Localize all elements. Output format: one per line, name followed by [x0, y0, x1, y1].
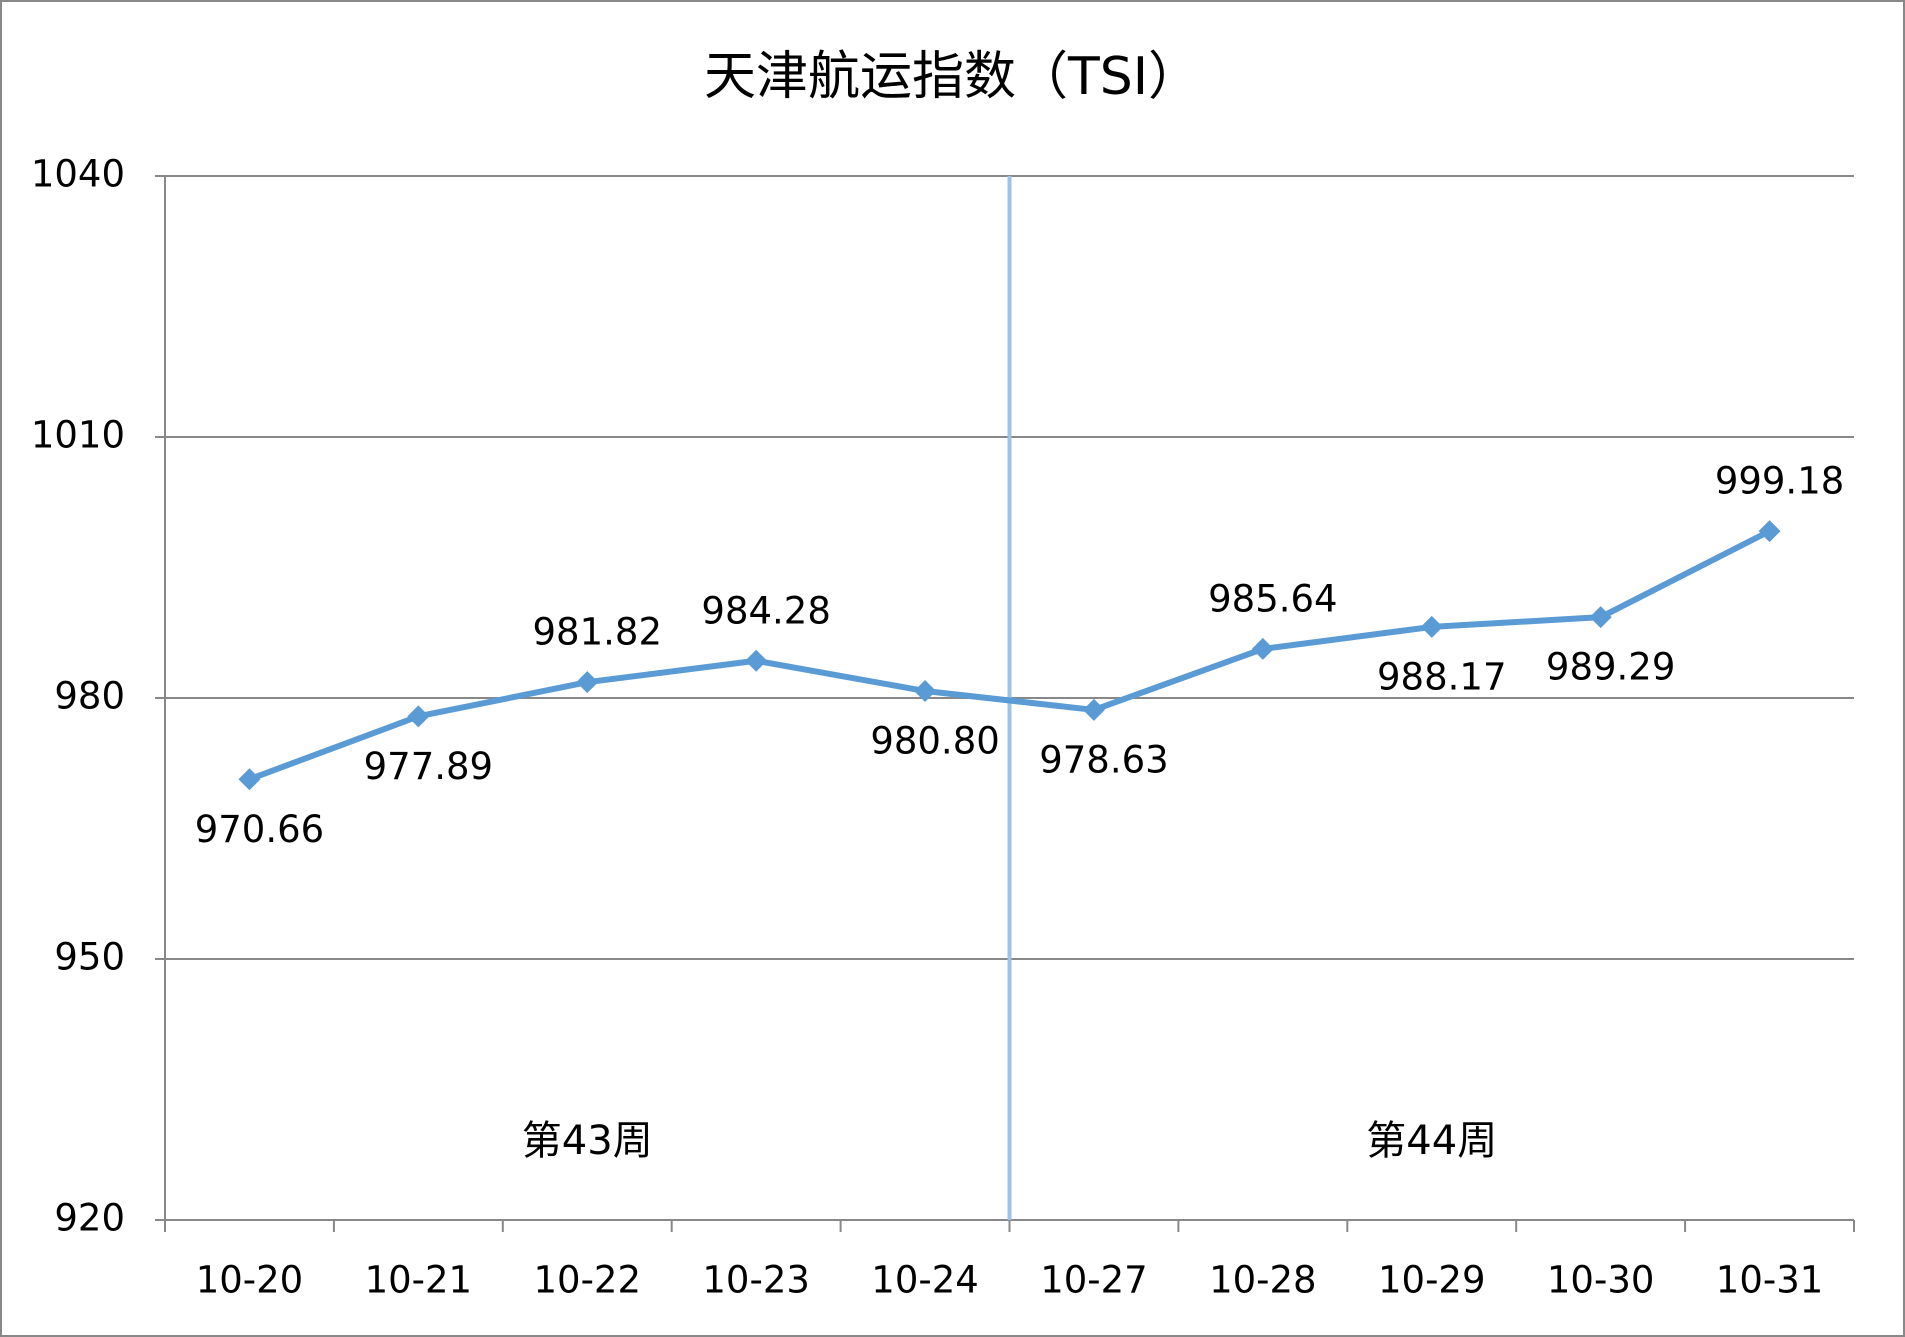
data-point: [1251, 637, 1274, 660]
data-point: [1420, 615, 1443, 638]
data-point: [914, 680, 937, 703]
data-point: [576, 671, 599, 694]
series-line: [248, 528, 1771, 783]
y-tick-label: 950: [54, 936, 125, 979]
data-label: 984.28: [701, 589, 830, 632]
x-tick-label: 10-21: [365, 1259, 473, 1302]
data-label: 970.66: [195, 808, 324, 851]
y-tick-label: 1040: [31, 153, 125, 196]
y-tick-label: 980: [54, 675, 125, 718]
week-label: 第44周: [1366, 1118, 1497, 1164]
x-tick-label: 10-29: [1378, 1259, 1486, 1302]
data-point: [1082, 698, 1105, 721]
x-tick-label: 10-31: [1716, 1259, 1824, 1302]
x-tick-label: 10-20: [196, 1259, 304, 1302]
data-label: 988.17: [1377, 655, 1506, 698]
y-tick-label: 920: [54, 1197, 125, 1240]
data-point: [1758, 520, 1781, 543]
data-label: 977.89: [364, 745, 493, 788]
data-label: 985.64: [1208, 577, 1337, 620]
data-point: [407, 705, 430, 728]
data-label: 981.82: [533, 611, 662, 654]
data-label: 999.18: [1715, 460, 1844, 503]
y-tick-label: 1010: [31, 414, 125, 457]
data-label: 980.80: [870, 720, 999, 763]
x-tick-label: 10-23: [702, 1259, 810, 1302]
x-tick-label: 10-24: [871, 1259, 979, 1302]
data-point: [1589, 606, 1612, 629]
x-tick-label: 10-30: [1547, 1259, 1655, 1302]
data-point: [238, 768, 261, 791]
data-label: 978.63: [1039, 738, 1168, 781]
x-tick-label: 10-22: [533, 1259, 641, 1302]
week-label: 第43周: [522, 1118, 653, 1164]
x-tick-label: 10-28: [1209, 1259, 1317, 1302]
data-point: [745, 649, 768, 672]
x-tick-label: 10-27: [1040, 1259, 1148, 1302]
data-label: 989.29: [1546, 646, 1675, 689]
chart-title: 天津航运指数（TSI）: [704, 47, 1200, 107]
